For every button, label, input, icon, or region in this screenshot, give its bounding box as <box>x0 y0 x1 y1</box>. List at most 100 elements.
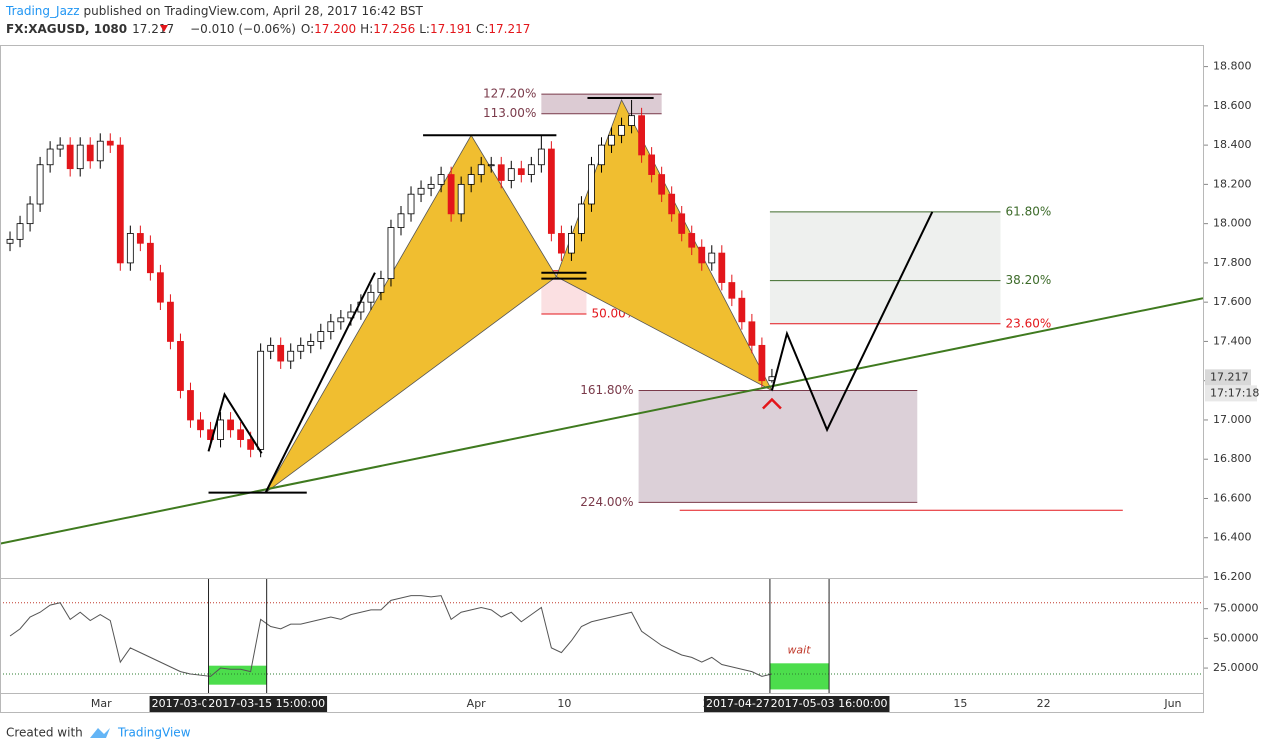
candle-body <box>237 429 245 440</box>
candle-body <box>648 154 656 175</box>
fib-label: 161.80% <box>580 383 633 397</box>
symbol: FX:XAGUSD, 1080 <box>6 22 127 36</box>
c: 17.217 <box>488 22 530 36</box>
candle-body <box>578 203 585 234</box>
marker-label-box <box>206 696 328 712</box>
x-tick-label: Apr <box>467 697 487 710</box>
marker-label: 2017-04-27 <box>706 697 770 710</box>
candle-body <box>46 148 54 166</box>
published: published on TradingView.com, April 28, … <box>84 4 424 18</box>
candle-body <box>116 144 124 264</box>
fib-box <box>769 211 1001 324</box>
candle-body <box>327 321 335 333</box>
candle-body <box>307 341 315 346</box>
candle-body <box>537 148 545 166</box>
candle-body <box>156 272 164 303</box>
fib-label: 23.60% <box>1005 316 1051 330</box>
candle-body <box>297 344 305 352</box>
frame <box>0 45 1204 713</box>
candle-body <box>547 148 555 234</box>
symbol-line: FX:XAGUSD, 1080 17.217 −0.010 (−0.06%) O:17… <box>6 22 530 36</box>
y-tick-label: 16.600 <box>1213 491 1252 504</box>
candle-body <box>738 297 746 323</box>
countdown: 17:17:18 <box>1210 386 1259 399</box>
candle-body <box>247 439 255 450</box>
plot: 127.20%113.00%38.20%50.00%161.80%224.00%… <box>0 60 1259 712</box>
candle-body <box>437 174 445 185</box>
marker-label-box <box>703 696 772 712</box>
header-line: Trading_Jazz published on TradingView.com… <box>5 4 423 18</box>
x-tick-label: 15 <box>953 697 967 710</box>
candle-body <box>507 168 515 181</box>
candle-body <box>477 164 485 175</box>
x-tick-label: 22 <box>1037 697 1051 710</box>
fib-label: 113.00% <box>483 106 536 120</box>
x-tick-label: 10 <box>557 697 571 710</box>
candle-body <box>758 344 766 382</box>
candle-body <box>718 252 726 283</box>
candle-body <box>558 233 565 254</box>
fib-label: 224.00% <box>580 495 633 509</box>
candle-body <box>748 321 756 346</box>
candle-body <box>26 203 34 225</box>
y-tick-label: 17.600 <box>1213 295 1252 308</box>
last-price-box <box>1205 369 1251 386</box>
candle-body <box>608 134 615 146</box>
drawing-line <box>207 391 263 454</box>
y-tick-label: 18.400 <box>1213 138 1252 151</box>
candle-body <box>618 125 625 136</box>
candle-body <box>86 144 94 162</box>
drawing-line <box>264 272 376 494</box>
candle-body <box>417 187 425 195</box>
o: 17.200 <box>314 22 356 36</box>
candle-body <box>407 193 415 215</box>
fib-box <box>638 390 918 503</box>
candle-body <box>598 144 605 166</box>
candle-body <box>698 246 706 264</box>
fib-label: 127.20% <box>483 87 536 101</box>
candle-body <box>728 282 736 299</box>
candle-body <box>146 242 154 274</box>
rsi-tick-label: 25.0000 <box>1213 661 1259 674</box>
candle-body <box>397 213 405 228</box>
candle-body <box>377 278 385 293</box>
candle-body <box>56 144 64 150</box>
candle-body <box>668 193 676 215</box>
candle-body <box>367 291 375 303</box>
h-label: H: <box>360 22 373 36</box>
candle-body <box>76 144 84 170</box>
footer-brand[interactable]: TradingView <box>117 726 191 740</box>
candle-body <box>387 227 395 280</box>
candle-body <box>197 419 204 431</box>
candle-body <box>96 140 104 162</box>
candle-body <box>487 164 495 167</box>
y-tick-label: 16.400 <box>1213 531 1252 544</box>
reversal-mark <box>762 397 782 410</box>
last-price-label: 17.217 <box>1210 370 1249 383</box>
l: 17.191 <box>430 22 472 36</box>
rsi-line <box>9 595 773 677</box>
harmonic-pattern <box>265 134 557 493</box>
candle-body <box>66 144 74 170</box>
y-tick-label: 17.800 <box>1213 256 1252 269</box>
candle-body <box>167 301 174 342</box>
candle-body <box>277 344 285 362</box>
o-label: O: <box>301 22 314 36</box>
fib-label: 61.80% <box>1005 204 1051 218</box>
candle-body <box>708 252 716 264</box>
candle-body <box>106 140 114 146</box>
candle-body <box>287 350 295 362</box>
footer-created: Created with <box>6 726 83 740</box>
change: −0.010 (−0.06%) <box>190 22 296 36</box>
candle-body <box>267 344 275 352</box>
candle-body <box>688 233 696 248</box>
candle-body <box>427 183 435 189</box>
y-tick-label: 18.800 <box>1213 60 1252 73</box>
rsi-highlight <box>769 663 830 690</box>
marker-label: 2017-05-03 16:00:00 <box>771 697 888 710</box>
candle-body <box>588 164 595 205</box>
author[interactable]: Trading_Jazz <box>5 4 80 18</box>
candle-body <box>457 183 465 215</box>
